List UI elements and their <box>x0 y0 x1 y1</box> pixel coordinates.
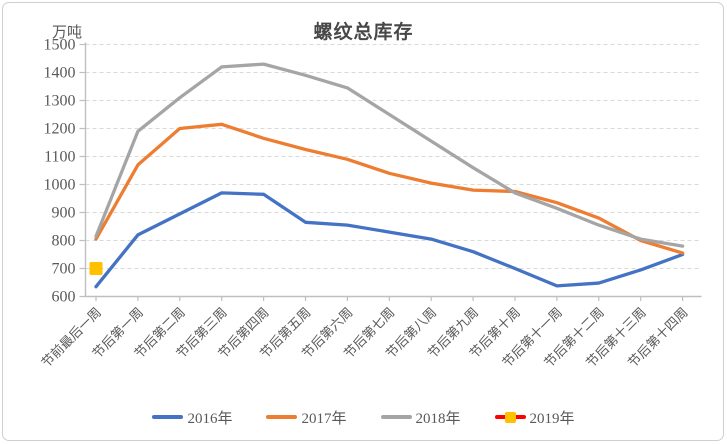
chart-legend: 2016年 2017年 2018年 2019年 <box>0 403 727 431</box>
svg-text:1300: 1300 <box>44 93 76 110</box>
legend-item-2019: 2019年 <box>494 407 575 428</box>
legend-marker-2019 <box>504 411 516 423</box>
legend-line-swatch-2016 <box>152 415 184 419</box>
series-2019年 <box>89 262 103 275</box>
chart-title: 螺纹总库存 <box>313 22 414 43</box>
legend-label-2018: 2018年 <box>415 410 461 427</box>
legend-label-2016: 2016年 <box>187 410 233 427</box>
legend-label-2017: 2017年 <box>301 410 347 427</box>
legend-line-swatch-2017 <box>266 415 298 419</box>
legend-item-2018: 2018年 <box>380 407 461 428</box>
svg-text:1100: 1100 <box>44 149 75 166</box>
svg-text:1500: 1500 <box>44 37 76 54</box>
svg-text:600: 600 <box>52 289 76 306</box>
series-2017年 <box>94 122 685 255</box>
svg-text:900: 900 <box>52 205 76 222</box>
svg-text:1200: 1200 <box>44 121 76 138</box>
legend-line-swatch-2019 <box>494 411 526 423</box>
svg-text:节前最后一周: 节前最后一周 <box>38 305 104 371</box>
svg-text:1000: 1000 <box>44 177 76 194</box>
svg-text:700: 700 <box>52 261 76 278</box>
legend-item-2017: 2017年 <box>266 407 347 428</box>
series-2016年 <box>94 191 685 289</box>
legend-item-2016: 2016年 <box>152 407 232 428</box>
y-axis-unit-label: 万吨 <box>52 25 83 41</box>
x-axis-ticks: 节前最后一周节后第一周节后第二周节后第三周节后第四周节后第五周节后第六周节后第七… <box>38 296 691 371</box>
svg-text:800: 800 <box>52 233 76 250</box>
series-2018年 <box>94 62 685 248</box>
y-axis-ticks: 600 700 800 900 1000 1100 1200 1300 1400 1500 <box>44 37 86 306</box>
svg-text:1400: 1400 <box>44 65 76 82</box>
legend-line-swatch-2018 <box>380 415 412 419</box>
gridlines <box>85 44 701 269</box>
legend-label-2019: 2019年 <box>529 410 575 427</box>
axes <box>84 42 702 298</box>
